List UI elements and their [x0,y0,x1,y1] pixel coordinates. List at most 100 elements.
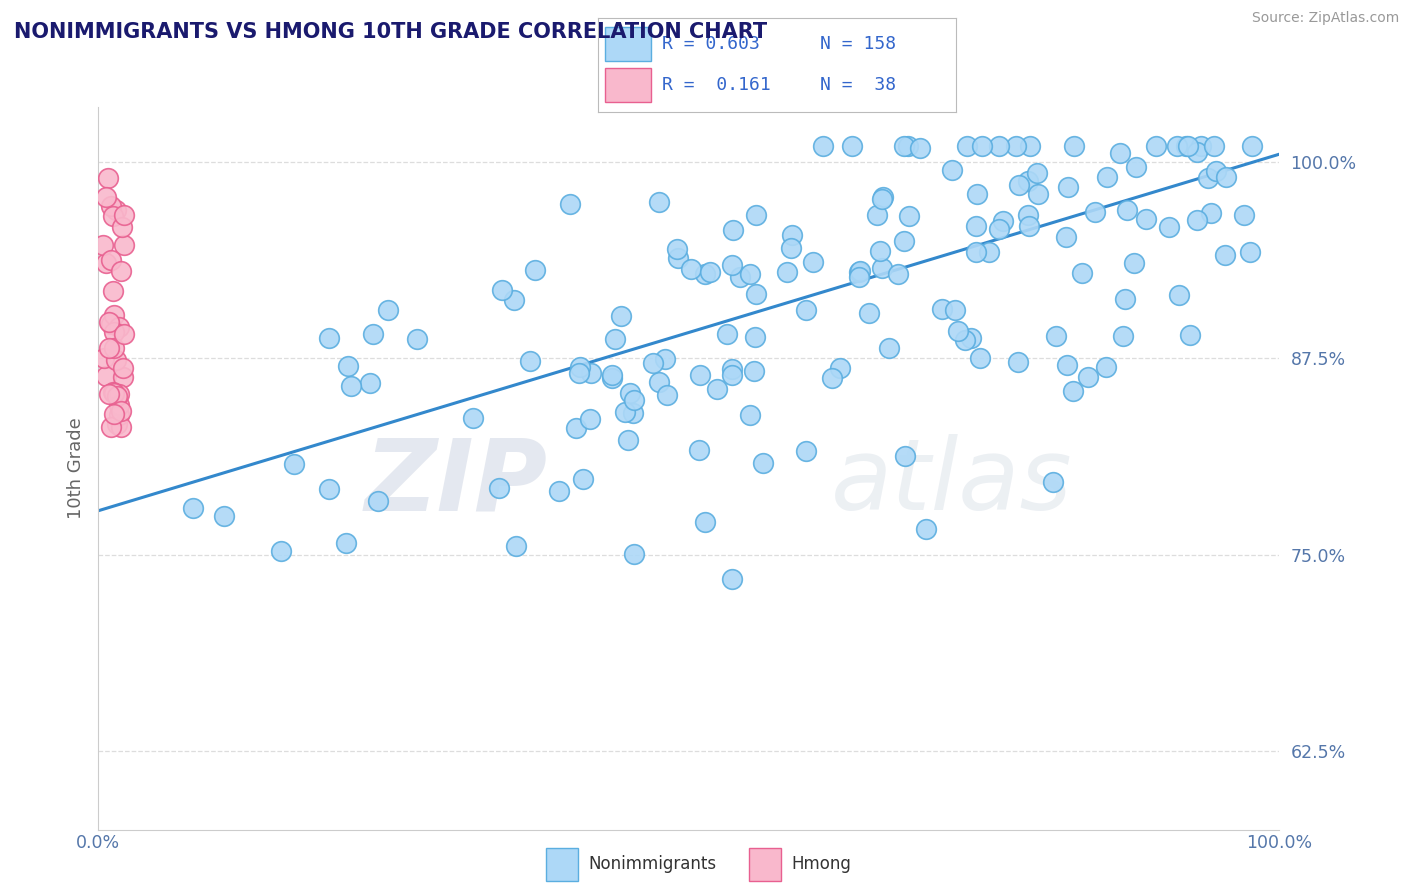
Point [775,265,797,279]
Point [377,303,399,318]
Point [103,385,125,400]
Point [695,515,717,529]
Point [406,332,429,346]
Point [1018,219,1040,234]
Point [568,366,591,380]
Point [1114,292,1136,306]
Point [100,253,122,268]
Point [1026,166,1049,180]
Point [828,361,851,376]
Point [1197,170,1219,185]
Text: NONIMMIGRANTS VS HMONG 10TH GRADE CORRELATION CHART: NONIMMIGRANTS VS HMONG 10TH GRADE CORREL… [14,22,768,42]
Point [1175,139,1198,153]
Point [579,412,602,426]
Point [1028,187,1050,202]
Point [318,482,340,496]
Point [956,139,979,153]
Point [681,261,703,276]
Point [359,376,381,391]
Point [796,303,818,318]
Point [97,341,120,355]
Point [110,263,132,277]
Point [914,522,936,536]
Point [894,449,917,463]
Point [931,301,953,316]
Point [979,245,1001,260]
Point [619,386,641,401]
Point [960,331,983,345]
Point [1185,145,1208,160]
Point [1240,139,1263,153]
Point [1177,139,1199,153]
Point [1056,358,1078,372]
Point [1185,213,1208,227]
Point [565,421,588,435]
Point [107,398,129,412]
Point [782,228,804,243]
Point [112,361,135,376]
Point [569,359,592,374]
Point [1063,139,1085,153]
Point [1135,212,1157,227]
Point [491,283,513,297]
Point [91,238,114,252]
Point [605,332,627,346]
Point [745,286,768,301]
Point [1122,255,1144,269]
Point [898,209,921,223]
Point [108,387,131,401]
Text: R = 0.603: R = 0.603 [662,35,761,53]
Point [502,293,524,307]
Point [505,539,527,553]
Point [1144,139,1167,153]
Point [547,484,569,499]
Point [893,139,915,153]
Point [1168,288,1191,302]
Point [943,303,966,318]
Text: Hmong: Hmong [792,855,852,873]
Point [621,406,644,420]
Point [969,351,991,366]
Point [212,508,235,523]
Point [112,208,135,222]
Point [1077,370,1099,384]
Point [103,325,125,339]
Point [1159,220,1181,235]
Point [848,269,870,284]
Point [111,220,134,235]
Point [617,433,640,447]
Point [751,456,773,470]
Point [870,192,893,206]
Point [965,245,987,260]
Point [1215,169,1237,184]
Point [93,351,115,366]
Point [988,222,1011,236]
Point [1008,178,1031,192]
Point [94,369,117,384]
Point [623,393,645,408]
Point [1095,360,1118,375]
Point [721,258,744,272]
Point [811,139,834,153]
Point [339,379,361,393]
Point [720,368,742,382]
Point [1056,179,1078,194]
Point [893,235,915,249]
Point [1205,164,1227,178]
Point [866,208,889,222]
Point [283,457,305,471]
Point [780,241,803,255]
Point [869,244,891,259]
Point [104,353,127,368]
Point [1062,384,1084,398]
Point [738,409,761,423]
Point [666,242,689,256]
Point [1017,208,1039,222]
Point [858,306,880,320]
Point [361,327,384,342]
Point [100,199,122,213]
Point [1213,247,1236,261]
Point [693,267,716,281]
Point [744,330,766,344]
Point [991,214,1014,228]
